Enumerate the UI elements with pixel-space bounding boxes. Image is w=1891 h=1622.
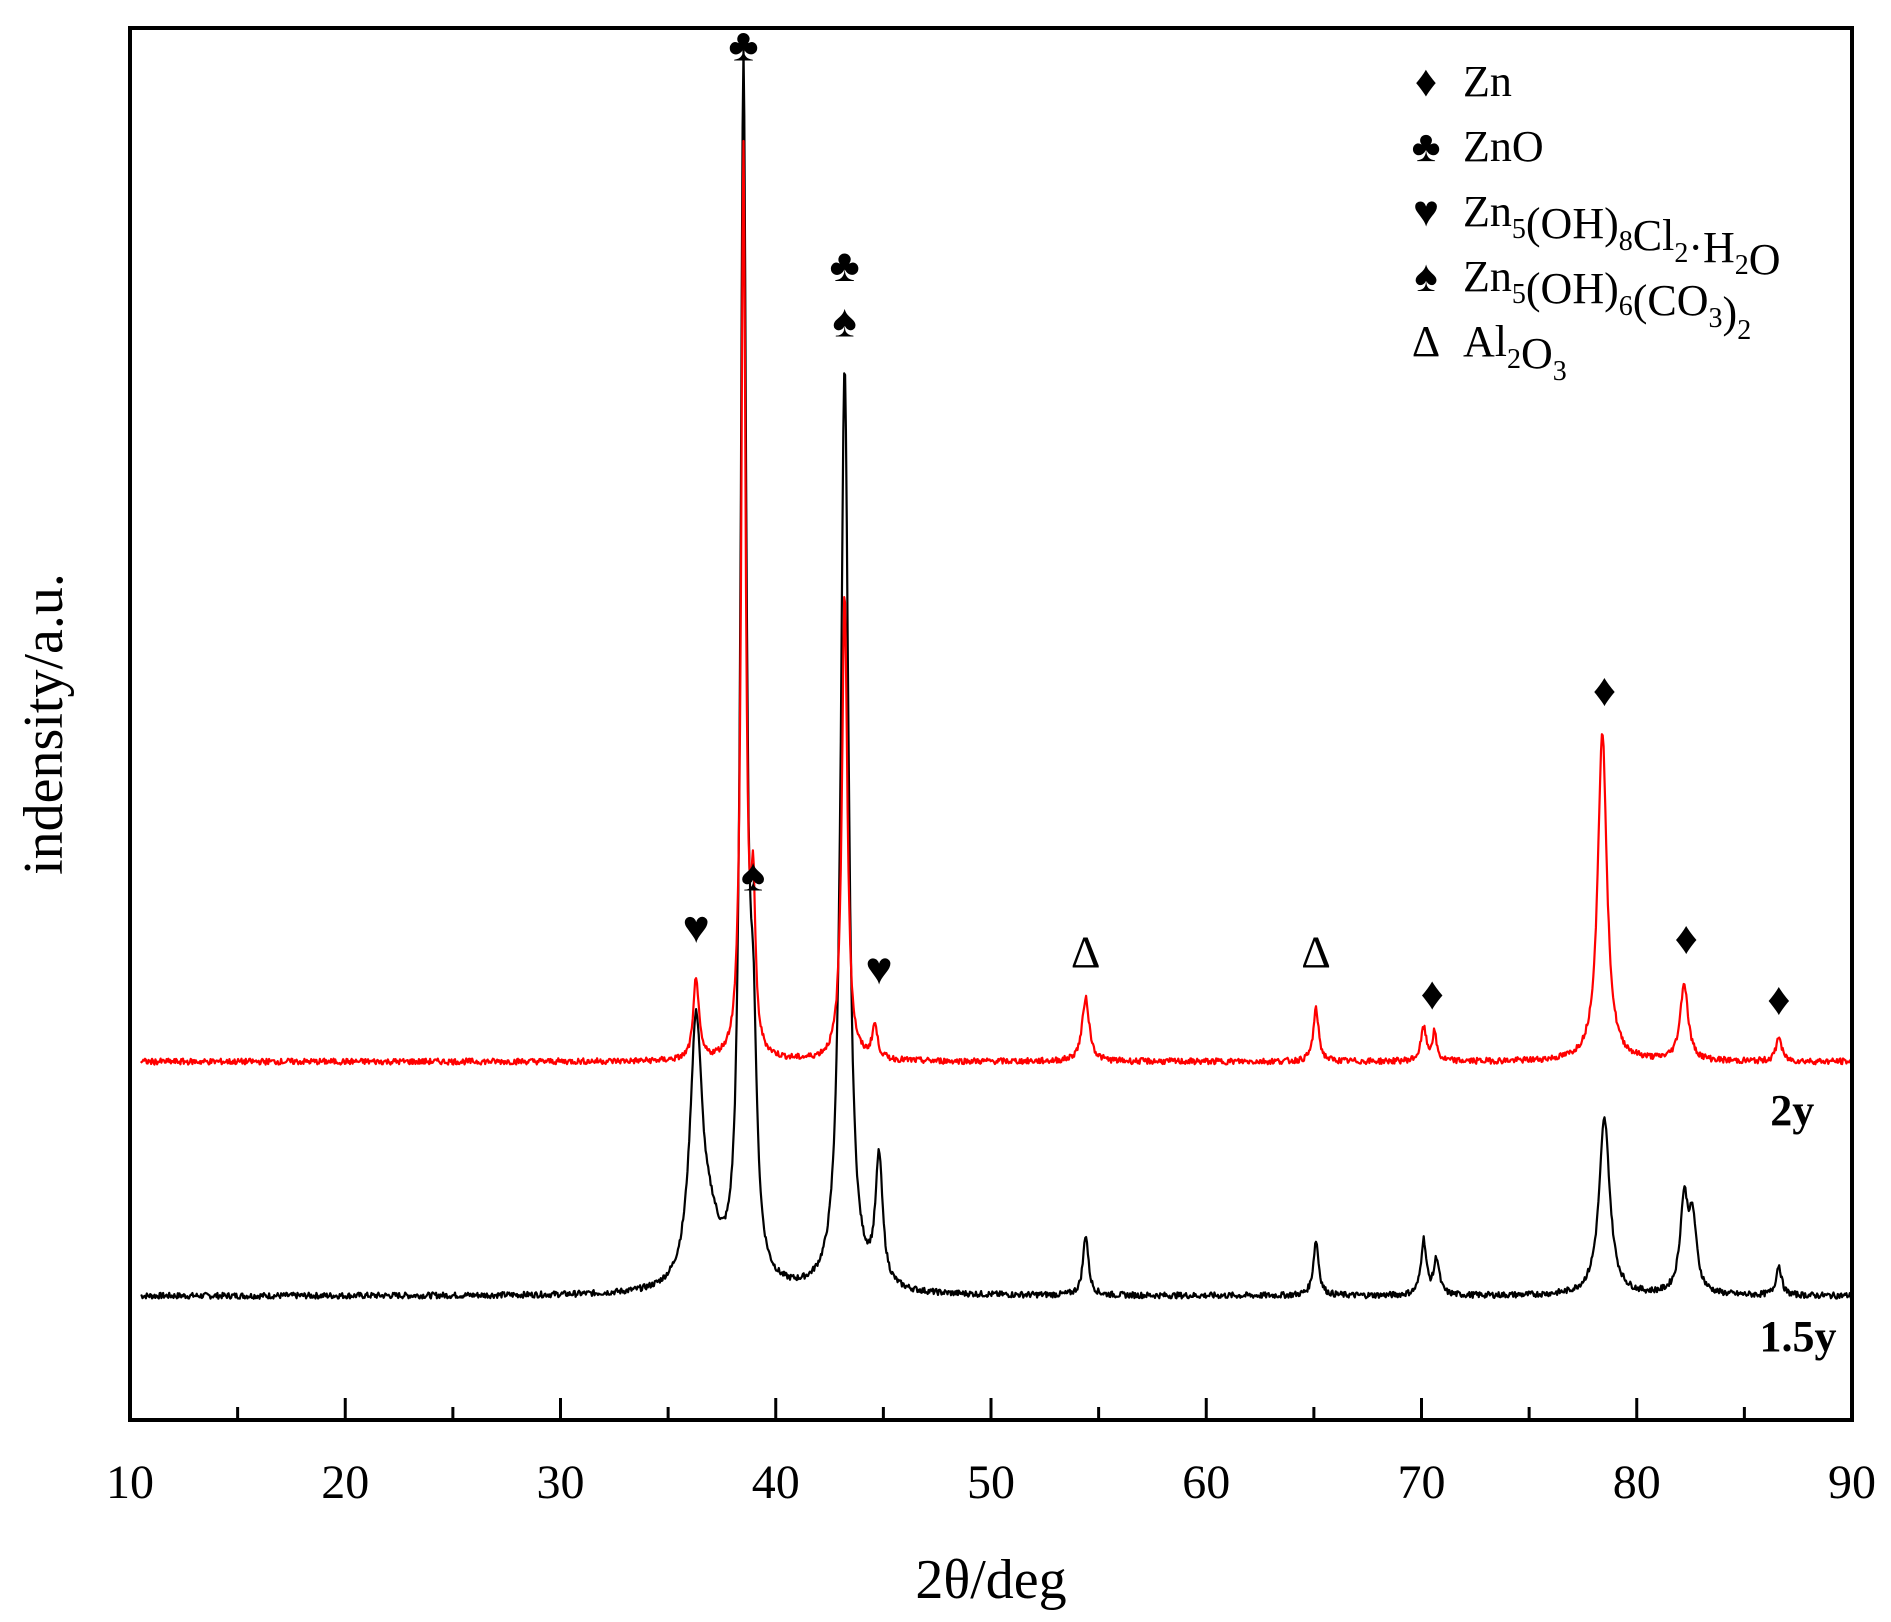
legend-label: Zn [1463, 57, 1512, 106]
x-tick-label: 20 [321, 1456, 369, 1509]
series-label: 1.5y [1759, 1312, 1836, 1361]
peak-marker-heart: ♥ [865, 943, 892, 994]
x-tick-label: 30 [537, 1456, 585, 1509]
series-line-0 [140, 48, 1853, 1300]
series-labels: 2y 1.5y [1759, 1086, 1836, 1361]
plot-area [130, 28, 1852, 1420]
peak-marker-club: ♣ [830, 240, 860, 291]
legend-label: ZnO [1463, 122, 1544, 171]
x-axis-ticks: 10 20 30 40 50 60 70 80 90 [106, 1398, 1876, 1509]
legend-label: Zn5(OH)8Cl2·H2O [1463, 187, 1781, 284]
legend-symbol-heart: ♥ [1413, 187, 1439, 236]
peak-marker-heart: ♥ [682, 902, 709, 953]
peak-marker-diamond: ♦ [1767, 973, 1790, 1024]
legend-symbol-spade: ♠ [1414, 252, 1437, 301]
legend: ♦ Zn ♣ ZnO ♥ Zn5(OH)8Cl2·H2O ♠ Zn5(OH)6(CO3)2 Δ A… [1412, 57, 1781, 387]
x-axis-title: 2θ/deg [915, 1549, 1066, 1611]
x-tick-label: 90 [1828, 1456, 1876, 1509]
x-tick-label: 40 [752, 1456, 800, 1509]
legend-symbol-triangle: Δ [1412, 317, 1440, 366]
legend-label: Al2O3 [1463, 317, 1567, 387]
peak-marker-diamond: ♦ [1675, 913, 1698, 964]
x-tick-label: 70 [1398, 1456, 1446, 1509]
legend-label: Zn5(OH)6(CO3)2 [1463, 252, 1751, 346]
peak-marker-spade: ♠ [741, 849, 765, 900]
x-tick-label: 10 [106, 1456, 154, 1509]
legend-symbol-diamond: ♦ [1415, 57, 1437, 106]
peak-marker-diamond: ♦ [1421, 968, 1444, 1019]
legend-symbol-club: ♣ [1412, 122, 1441, 171]
y-axis-title: indensity/a.u. [13, 573, 75, 875]
series-line-1 [139, 139, 1852, 1066]
series-group [139, 48, 1853, 1300]
x-tick-label: 60 [1182, 1456, 1230, 1509]
peak-marker-triangle: Δ [1071, 926, 1101, 977]
peak-marker-triangle: Δ [1301, 926, 1331, 977]
x-tick-label: 80 [1613, 1456, 1661, 1509]
x-tick-label: 50 [967, 1456, 1015, 1509]
series-label: 2y [1770, 1086, 1814, 1135]
peak-marker-diamond: ♦ [1593, 665, 1616, 716]
peak-marker-spade: ♠ [832, 295, 856, 346]
